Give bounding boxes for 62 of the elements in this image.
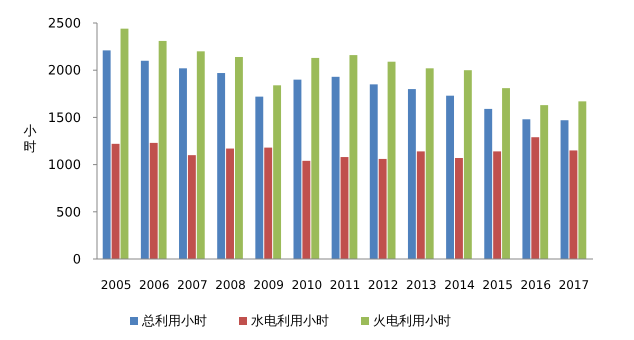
bar [560, 120, 568, 259]
bar [264, 148, 272, 259]
bar [234, 56, 243, 259]
y-tick-label: 2000 [48, 64, 81, 79]
x-tick-label: 2005 [100, 278, 132, 292]
bar [426, 68, 434, 259]
y-tick-label: 2500 [48, 16, 81, 32]
y-tick-label: 1000 [48, 158, 81, 174]
x-tick-label: 2015 [482, 278, 513, 292]
bar [502, 88, 510, 259]
bar [112, 144, 120, 259]
bar [217, 73, 226, 259]
bar [408, 89, 416, 259]
y-tick-label: 500 [56, 205, 81, 220]
legend: 水电利用小时 [239, 314, 329, 329]
bar [140, 60, 149, 259]
x-tick-label: 2017 [558, 278, 590, 292]
bar [120, 28, 128, 259]
x-tick-label: 2014 [444, 278, 475, 292]
bar [531, 137, 540, 259]
x-tick-label: 2009 [253, 278, 284, 292]
bar [311, 58, 320, 259]
x-tick-label: 2012 [368, 278, 398, 292]
legend: 总利用小时 [130, 314, 207, 329]
bar [446, 96, 454, 259]
bar [370, 84, 378, 259]
x-tick-label: 2006 [138, 278, 170, 292]
x-tick-label: 2010 [292, 278, 322, 292]
x-tick-label: 2007 [177, 278, 208, 292]
x-tick-label: 2016 [520, 278, 552, 292]
bar [388, 62, 396, 259]
bar [416, 151, 425, 259]
bar [569, 150, 578, 259]
bar [522, 119, 530, 259]
bar [332, 76, 340, 259]
x-tick-label: 2011 [330, 278, 360, 292]
bar [226, 148, 234, 259]
bar [484, 108, 492, 259]
bar [455, 158, 463, 259]
bar [273, 85, 282, 259]
bar [255, 96, 264, 259]
bar [578, 101, 586, 259]
bar [340, 157, 348, 259]
bar [150, 142, 158, 259]
legend: 火电利用小时 [361, 314, 451, 329]
bar [302, 160, 310, 259]
y-axis-title: 小时 [24, 124, 36, 155]
bar [102, 50, 111, 259]
bar [349, 55, 358, 259]
bar [179, 68, 187, 259]
bar [540, 105, 548, 259]
bar [188, 155, 196, 259]
bar [158, 40, 167, 259]
y-tick-label: 1500 [48, 110, 81, 126]
bar [378, 158, 387, 259]
bar [493, 151, 502, 259]
bar [293, 80, 302, 259]
bar [464, 70, 472, 259]
bar [196, 51, 205, 259]
x-tick-label: 2008 [215, 278, 246, 292]
x-tick-label: 2013 [406, 278, 437, 292]
y-tick-label: 0 [72, 252, 81, 268]
